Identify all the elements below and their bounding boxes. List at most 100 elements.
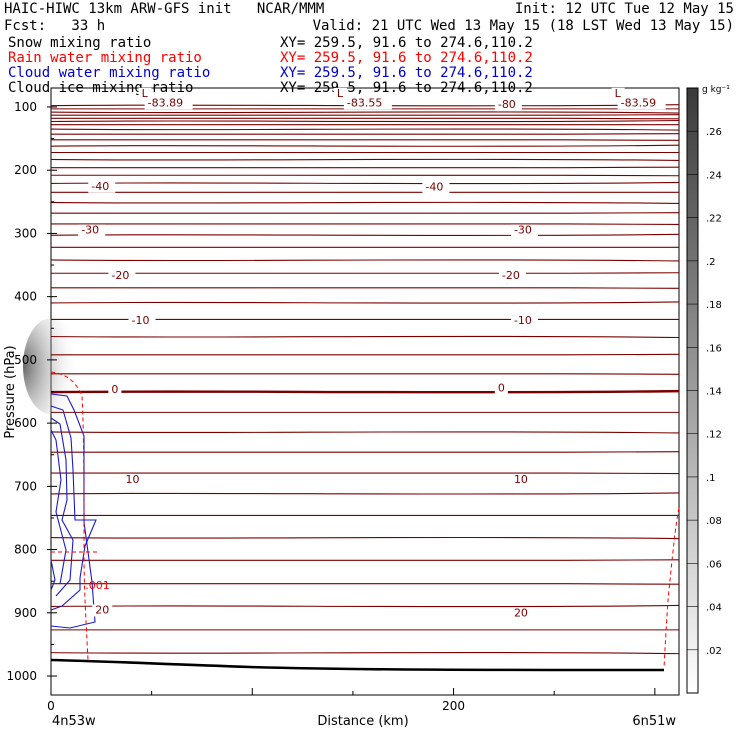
temperature-contour-label: -10: [514, 314, 532, 327]
temperature-contour-label: 0: [498, 382, 505, 395]
colorbar-tick-label: .16: [706, 343, 722, 354]
y-tick-label: 300: [14, 226, 37, 240]
header-forecast-hour: Fcst: 33 h: [4, 18, 106, 34]
temperature-contour: [50, 114, 680, 116]
colorbar-tick-label: .14: [706, 387, 722, 398]
y-tick-label: 900: [14, 606, 37, 620]
cloud-water-contour: [50, 429, 67, 585]
temperature-contour: [50, 212, 680, 214]
temperature-contour: [50, 181, 680, 185]
cloud-water-contour: [50, 559, 56, 591]
legend-rain-xy: XY= 259.5, 91.6 to 274.6,110.2: [280, 50, 533, 66]
temperature-contour: [50, 117, 680, 120]
temperature-contour-label: 20: [514, 607, 528, 620]
temperature-contour-label: L: [337, 87, 344, 100]
temperature-contour-label: -83.89: [148, 96, 183, 109]
y-tick-label: 100: [14, 100, 37, 114]
x-tick-label: 0: [47, 699, 55, 713]
freezing-level-isotherm: [50, 389, 680, 394]
rain-water-contour: [663, 507, 680, 669]
y-tick-label: 200: [14, 163, 37, 177]
temperature-contour: [50, 536, 680, 540]
temperature-contour-label: 0: [111, 383, 118, 396]
temperature-contour: [50, 604, 680, 608]
temperature-contour: [50, 472, 680, 475]
colorbar-tick-label: .06: [706, 559, 722, 570]
y-tick-label: 500: [14, 353, 37, 367]
legend-snow-label: Snow mixing ratio: [8, 35, 152, 51]
temperature-contour: [50, 451, 680, 453]
x-start-location-label: 4n53w: [52, 714, 96, 729]
temperature-contour: [50, 651, 680, 655]
temperature-contour: [50, 166, 680, 169]
temperature-contour: [50, 223, 680, 225]
y-axis-label: Pressure (hPa): [3, 345, 18, 438]
temperature-contour-label: -40: [91, 180, 109, 193]
temperature-contour: [50, 272, 680, 274]
cloud-water-contour: [50, 393, 96, 629]
terrain-surface-line: [50, 658, 665, 672]
temperature-contour-label: -30: [514, 223, 532, 236]
colorbar-tick-label: .24: [706, 170, 722, 181]
temperature-contour: [50, 128, 680, 131]
temperature-contour: [50, 104, 680, 107]
y-tick-label: 400: [14, 290, 37, 304]
y-tick-label: 600: [14, 416, 37, 430]
temperature-contour-label: -40: [425, 180, 443, 193]
cloud-water-contour: [50, 405, 97, 611]
snow-mixing-ratio-fill: [23, 318, 79, 415]
temperature-contour: [50, 201, 680, 204]
temperature-contour-label: -83.59: [621, 96, 656, 109]
temperature-contour-label: -20: [502, 269, 520, 282]
temperature-contour-label: 10: [125, 473, 139, 486]
temperature-contour: [50, 133, 680, 135]
temperature-contour-label: -10: [132, 314, 150, 327]
colorbar-tick-label: .18: [706, 300, 722, 311]
colorbar-unit-label: g kg⁻¹: [702, 85, 730, 95]
temperature-contour: [50, 583, 680, 585]
temperature-contour: [50, 111, 680, 114]
temperature-contour: [50, 233, 680, 237]
x-tick-label: 200: [442, 699, 465, 713]
colorbar-tick-label: .2: [706, 257, 716, 268]
temperature-contour-label: L: [142, 87, 149, 100]
colorbar-tick-label: .12: [706, 430, 722, 441]
temperature-contour: [50, 259, 680, 262]
temperature-contour: [50, 287, 680, 289]
cloud-water-contour: [50, 417, 74, 597]
legend-rain-label: Rain water mixing ratio: [8, 50, 202, 66]
temperature-contour-label: L: [615, 87, 622, 100]
colorbar-tick-label: .26: [706, 127, 722, 138]
temperature-contour: [50, 158, 680, 161]
colorbar-tick-label: .04: [706, 603, 722, 614]
header-valid-time: Valid: 21 UTC Wed 13 May 15 (18 LST Wed …: [312, 18, 734, 34]
header-init-time: Init: 12 UTC Tue 12 May 15: [514, 1, 734, 17]
x-axis-label: Distance (km): [317, 714, 408, 729]
temperature-contour: [50, 144, 680, 147]
temperature-contour: [50, 119, 680, 123]
temperature-contour-label: 10: [514, 473, 528, 486]
temperature-contour-label: -30: [81, 223, 99, 236]
header-model-title: HAIC-HIWC 13km ARW-GFS init NCAR/MMM: [4, 1, 325, 17]
temperature-contour: [50, 353, 680, 356]
temperature-contour: [50, 301, 680, 304]
colorbar-tick-label: .1: [706, 473, 716, 484]
legend-cloud-water-label: Cloud water mixing ratio: [8, 65, 211, 81]
colorbar-tick-label: .02: [706, 646, 722, 657]
temperature-contour-label: -83.55: [347, 96, 382, 109]
rain-contour-label: .001: [85, 579, 110, 592]
temperature-contour: [50, 174, 680, 177]
temperature-contour: [50, 139, 680, 141]
temperature-contour-label: -80: [498, 98, 516, 111]
temperature-contour: [50, 431, 680, 434]
rain-water-contour: [50, 371, 89, 661]
temperature-contour-label: 20: [95, 603, 109, 616]
y-tick-label: 700: [14, 479, 37, 493]
temperature-contour: [50, 335, 680, 339]
y-tick-label: 1000: [6, 669, 37, 683]
x-end-location-label: 6n51w: [632, 714, 676, 729]
temperature-contour: [50, 373, 680, 375]
legend-snow-xy: XY= 259.5, 91.6 to 274.6,110.2: [280, 35, 533, 51]
y-tick-label: 800: [14, 543, 37, 557]
